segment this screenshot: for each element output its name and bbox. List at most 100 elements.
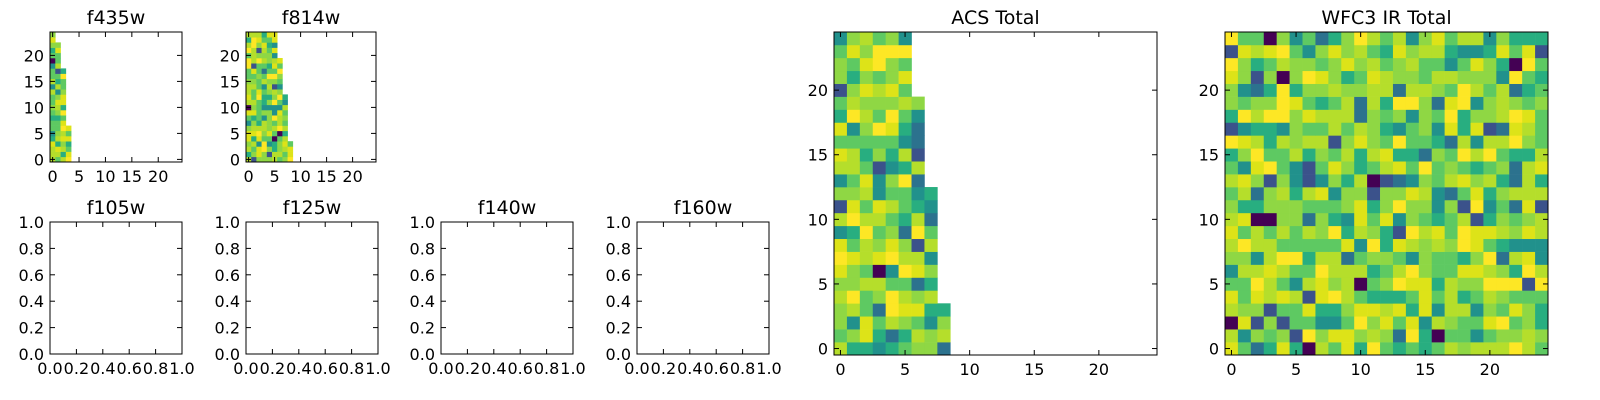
y-tick-label: 0: [230, 150, 240, 169]
heatmap-cell: [266, 52, 273, 59]
heatmap-cell: [872, 57, 886, 72]
heatmap-cell: [282, 99, 288, 106]
heatmap-cell: [1341, 290, 1355, 304]
heatmap-cell: [859, 290, 874, 304]
heatmap-cell: [834, 329, 848, 343]
heatmap-cell: [1367, 329, 1381, 343]
heatmap-cell: [1444, 225, 1458, 240]
heatmap-cell: [1354, 135, 1368, 149]
heatmap-cell: [256, 63, 262, 69]
heatmap-cell: [1496, 135, 1510, 149]
heatmap-cell: [55, 42, 61, 48]
heatmap-cell: [1237, 44, 1252, 59]
heatmap-cell: [1250, 122, 1265, 136]
heatmap-cell: [1470, 135, 1484, 149]
x-tick-label: 1.0: [560, 359, 585, 378]
heatmap-cell: [251, 68, 257, 74]
heatmap-cell: [1418, 225, 1433, 240]
heatmap-cell: [1392, 225, 1407, 240]
heatmap-cell: [1405, 96, 1420, 110]
heatmap-cell: [1483, 44, 1497, 59]
heatmap-cell: [1392, 135, 1407, 149]
heatmap-cell: [251, 151, 257, 158]
heatmap-cell: [885, 109, 899, 123]
x-tick-label: 0: [48, 167, 58, 186]
heatmap-cell: [859, 70, 874, 84]
heatmap-cell: [277, 99, 283, 106]
heatmap-cell: [246, 115, 252, 121]
heatmap-cell: [1289, 316, 1303, 330]
heatmap-cell: [1315, 316, 1329, 330]
heatmap-cell: [1380, 303, 1394, 317]
heatmap-cell: [924, 264, 938, 278]
heatmap-cell: [898, 32, 912, 46]
heatmap-cell: [1367, 83, 1381, 97]
heatmap-cell: [846, 96, 861, 110]
heatmap-cell: [1328, 342, 1342, 356]
heatmap-cell: [261, 58, 268, 64]
heatmap-cell: [266, 110, 273, 116]
heatmap-cell: [50, 120, 56, 126]
heatmap-cell: [277, 120, 283, 126]
heatmap-cell: [60, 146, 67, 152]
heatmap-cell: [251, 110, 257, 116]
y-tick-label: 15: [24, 72, 44, 91]
heatmap-cell: [1444, 174, 1458, 188]
heatmap-cell: [1522, 57, 1536, 72]
heatmap-cell: [1289, 290, 1303, 304]
heatmap-cell: [872, 109, 886, 123]
heatmap-cell: [1418, 251, 1433, 265]
heatmap-cell: [846, 161, 861, 175]
heatmap-cell: [859, 57, 874, 72]
heatmap-cell: [1522, 135, 1536, 149]
x-tick-label: 5: [270, 167, 280, 186]
subplot-title: f105w: [87, 197, 146, 219]
heatmap-cell: [55, 115, 61, 121]
x-tick-label: 1.0: [365, 359, 390, 378]
heatmap-cell: [261, 115, 268, 121]
heatmap-cell: [1457, 135, 1471, 149]
x-tick-label: 5: [1291, 360, 1301, 379]
heatmap-cell: [1276, 290, 1290, 304]
heatmap-cell: [1289, 264, 1303, 278]
heatmap-cell: [885, 96, 899, 110]
heatmap-cell: [1431, 212, 1445, 227]
heatmap-cell: [272, 130, 278, 137]
y-tick-label: 20: [24, 46, 44, 65]
heatmap-cell: [65, 130, 72, 137]
y-tick-label: 0.8: [215, 239, 240, 258]
heatmap-cell: [1341, 109, 1355, 123]
heatmap-cell: [1418, 96, 1433, 110]
y-tick-label: 0.0: [215, 345, 240, 364]
heatmap-cell: [859, 96, 874, 110]
axes-frame: [636, 221, 770, 355]
heatmap-cell: [846, 342, 861, 356]
heatmap-cell: [1522, 264, 1536, 278]
heatmap-cell: [885, 148, 899, 162]
y-tick-label: 5: [34, 124, 44, 143]
heatmap-cell: [1302, 303, 1316, 317]
heatmap-cell: [1496, 303, 1510, 317]
heatmap-cell: [1367, 199, 1381, 214]
heatmap-cell: [859, 225, 874, 240]
heatmap-cell: [1380, 122, 1394, 136]
heatmap-cell: [1405, 161, 1420, 175]
heatmap-cell: [872, 32, 886, 46]
heatmap-cell: [1276, 199, 1290, 214]
heatmap-cell: [1418, 290, 1433, 304]
heatmap-cell: [1509, 264, 1523, 278]
heatmap-cell: [1444, 70, 1458, 84]
heatmap-cell: [261, 84, 268, 90]
heatmap-cell: [1263, 316, 1277, 330]
heatmap-cell: [1341, 83, 1355, 97]
heatmap-cell: [256, 104, 262, 111]
heatmap-cell: [1250, 238, 1265, 252]
heatmap-cell: [846, 329, 861, 343]
heatmap-cell: [1457, 148, 1471, 162]
heatmap-cell: [1263, 32, 1277, 46]
heatmap-cell: [1237, 212, 1252, 227]
heatmap-cell: [1341, 122, 1355, 136]
heatmap-cell: [1315, 199, 1329, 214]
heatmap-cell: [1431, 251, 1445, 265]
